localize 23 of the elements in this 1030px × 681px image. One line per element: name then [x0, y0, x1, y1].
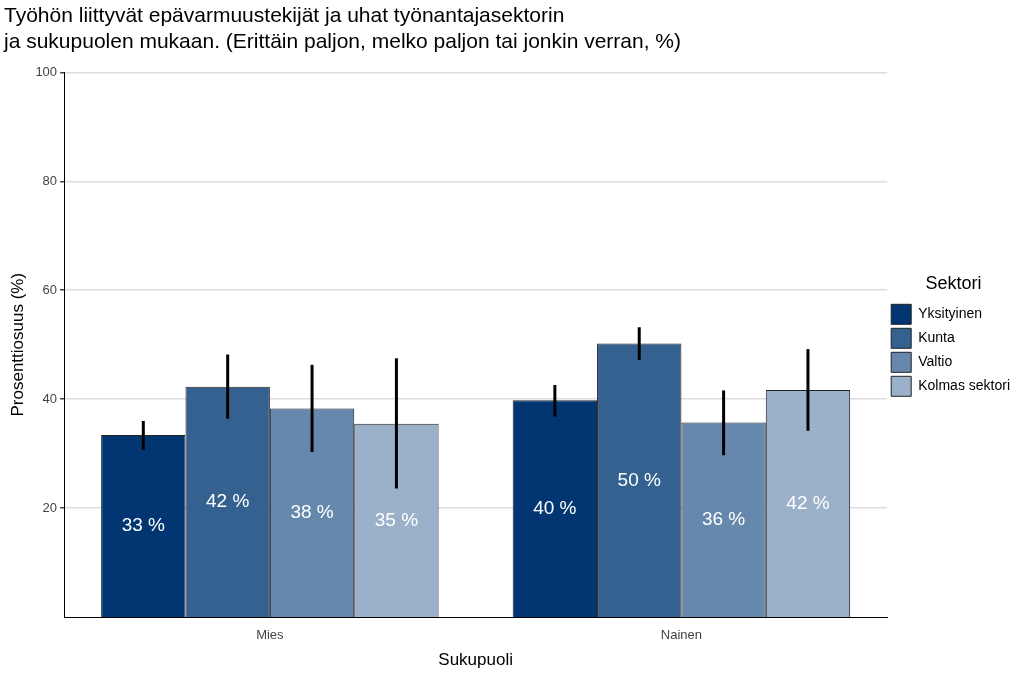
data-label: 42 % — [786, 491, 830, 513]
y-tick-label: 100 — [35, 63, 58, 79]
data-label: 36 % — [701, 508, 746, 530]
y-tick-label: 40 — [42, 390, 58, 406]
data-label: 40 % — [533, 496, 577, 518]
legend-label: Valtio — [918, 353, 953, 370]
legend-label: Kolmas sektori — [918, 377, 1011, 394]
y-tick-label: 60 — [42, 281, 58, 297]
y-axis-title: Prosenttiosuus (%) — [7, 272, 27, 417]
legend-label: Yksityinen — [918, 305, 983, 322]
data-label: 50 % — [617, 468, 661, 490]
y-tick-label: 20 — [42, 499, 58, 515]
x-axis-title: Sukupuoli — [438, 650, 513, 670]
x-tick-label: Mies — [256, 627, 285, 643]
data-label: 38 % — [290, 500, 334, 522]
legend-label: Kunta — [918, 329, 955, 346]
data-label: 42 % — [206, 490, 250, 512]
legend-title: Sektori — [925, 272, 982, 293]
data-label: 35 % — [374, 508, 419, 530]
data-label: 33 % — [121, 514, 166, 536]
y-tick-label: 80 — [42, 172, 58, 188]
x-tick-label: Nainen — [660, 627, 703, 643]
chart-title: Työhön liittyvät epävarmuustekijät ja uhat työnantajasektorin ja sukupuolen mukaan. (Erittäin paljon, melko paljon tai jonkin verran, %) — [3, 3, 682, 52]
